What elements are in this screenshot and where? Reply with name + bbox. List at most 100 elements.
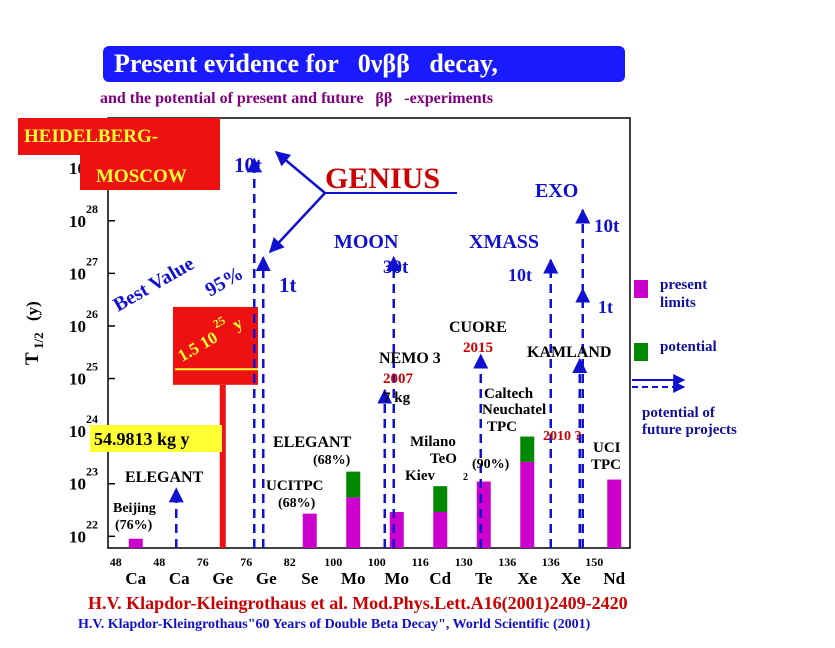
legend-label: present limits — [660, 277, 708, 311]
bar — [433, 486, 448, 513]
y-tick-exponent: 22 — [86, 517, 98, 531]
annotation: 7 kg — [383, 390, 411, 406]
footer: H.V. Klapdor-Kleingrothaus et al. Mod.Ph… — [88, 593, 628, 614]
annotation: 2010 ? — [543, 429, 582, 444]
bar — [128, 538, 143, 548]
annotation: 54.9813 kg y — [94, 429, 190, 449]
annotation: 10t — [594, 216, 620, 237]
annotation: TPC — [487, 419, 517, 435]
hm-box — [18, 118, 220, 190]
annotation: 2 — [463, 472, 468, 483]
y-tick-label: 10 — [69, 527, 86, 546]
bar — [302, 513, 317, 548]
annotation: 30t — [383, 257, 409, 278]
annotation: Best Value — [110, 252, 199, 316]
title-box — [103, 46, 625, 82]
annotation: (76%) — [115, 518, 153, 533]
x-mass-label: 116 — [412, 555, 429, 569]
y-tick-exponent: 27 — [86, 254, 98, 268]
x-mass-label: 130 — [455, 555, 473, 569]
x-tick-label: Xe — [517, 569, 537, 588]
x-tick-label: Ge — [212, 569, 233, 588]
y-tick-exponent: 25 — [86, 360, 98, 374]
bar — [389, 512, 404, 548]
annotation: (68%) — [278, 496, 316, 511]
legend-label: potential — [660, 339, 717, 355]
annotation: CUORE — [449, 319, 507, 336]
annotation: 1t — [598, 297, 613, 317]
x-tick-label: Ca — [125, 569, 146, 588]
annotation: UCITPC — [266, 478, 324, 494]
x-tick-label: Te — [475, 569, 493, 588]
footer: H.V. Klapdor-Kleingrothaus"60 Years of D… — [78, 617, 591, 632]
annotation: UCI — [593, 440, 621, 456]
bar — [346, 471, 361, 498]
annotation: 2015 — [463, 340, 493, 356]
y-label-sub: 1/2 — [31, 332, 46, 349]
y-tick-exponent: 28 — [86, 202, 98, 216]
y-tick-label: 10 — [69, 212, 86, 231]
y-label: T — [22, 352, 43, 365]
bar — [476, 481, 491, 548]
chart-subtitle: and the potential of present and future … — [100, 90, 493, 107]
annotation: 2007 — [383, 371, 414, 387]
x-mass-label: 136 — [542, 555, 560, 569]
x-mass-label: 48 — [110, 555, 122, 569]
y-tick-label: 10 — [69, 317, 86, 336]
x-tick-label: Mo — [341, 569, 366, 588]
x-mass-label: 76 — [240, 555, 252, 569]
annotation: EXO — [535, 180, 578, 202]
y-tick-label: 10 — [69, 370, 86, 389]
bar — [346, 497, 361, 548]
y-label-unit: (y) — [23, 301, 42, 321]
annotation: 10t — [508, 265, 532, 285]
y-tick-exponent: 23 — [86, 465, 98, 479]
annotation: Neuchatel — [482, 402, 546, 418]
annotation: TPC — [591, 457, 621, 473]
legend-swatch — [634, 343, 648, 361]
x-tick-label: Ge — [256, 569, 277, 588]
y-axis-label: T 1/2 (y) — [22, 301, 46, 365]
bar — [520, 436, 535, 462]
annotation: Milano — [410, 434, 456, 450]
mass-box — [90, 425, 222, 452]
x-mass-label: 136 — [498, 555, 516, 569]
x-tick-label: Cd — [429, 569, 451, 588]
annotation: Beijing — [113, 501, 156, 516]
genius-arrow — [268, 192, 326, 254]
legend-swatch — [634, 280, 648, 298]
plot-frame — [107, 117, 631, 549]
annotation: TeO — [430, 451, 457, 467]
y-tick-exponent: 24 — [86, 412, 98, 426]
annotation: XMASS — [469, 231, 539, 253]
x-mass-label: 82 — [284, 555, 296, 569]
x-tick-label: Ca — [169, 569, 190, 588]
annotation: (90%) — [472, 457, 510, 472]
y-tick-exponent: 26 — [86, 307, 98, 321]
hm-range — [173, 306, 258, 385]
genius-arrow — [274, 151, 326, 194]
x-tick-label: Mo — [384, 569, 409, 588]
annotation: 1t — [279, 273, 297, 297]
x-tick-label: Se — [301, 569, 318, 588]
x-tick-label: Xe — [561, 569, 581, 588]
bar — [607, 479, 622, 548]
annotation: 10t — [234, 153, 262, 177]
annotation: NEMO 3 — [379, 350, 441, 367]
x-mass-label: 100 — [368, 555, 386, 569]
y-tick-label: 10 — [69, 264, 86, 283]
annotation: GENIUS — [325, 162, 440, 195]
annotation: MOSCOW — [96, 166, 187, 187]
annotation: 95% — [202, 262, 248, 301]
annotation: MOON — [334, 231, 399, 253]
x-mass-label: 100 — [324, 555, 342, 569]
chart-title: Present evidence for 0νββ decay, — [114, 49, 498, 78]
annotation: ELEGANT — [125, 469, 204, 486]
annotation: HEIDELBERG- — [24, 126, 158, 147]
annotation: KAMLAND — [527, 344, 611, 361]
annotation: Caltech — [484, 386, 534, 402]
bar — [520, 461, 535, 548]
y-tick-label: 10 — [69, 422, 86, 441]
